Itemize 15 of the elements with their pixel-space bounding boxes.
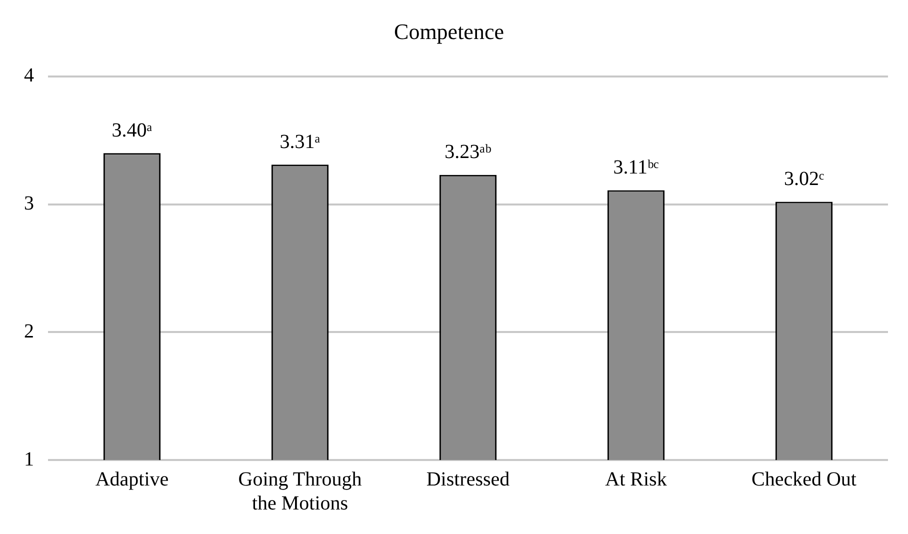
data-label: 3.11ᵇᶜ bbox=[613, 156, 659, 178]
x-tick-label: Checked Out bbox=[752, 468, 857, 490]
data-label: 3.31ᵃ bbox=[280, 130, 321, 153]
y-tick-label: 2 bbox=[24, 320, 34, 342]
chart-title: Competence bbox=[394, 18, 504, 44]
x-tick-label: Adaptive bbox=[95, 468, 169, 490]
y-tick-label: 3 bbox=[24, 192, 34, 215]
x-tick-label: Going Through the Motions bbox=[238, 468, 362, 514]
y-tick-label: 4 bbox=[24, 64, 34, 87]
data-label: 3.40ᵃ bbox=[112, 119, 153, 142]
x-tick-label: Distressed bbox=[426, 468, 510, 490]
data-label: 3.23ᵃᵇ bbox=[444, 141, 492, 164]
x-tick-label: At Risk bbox=[605, 468, 667, 490]
y-tick-label: 1 bbox=[24, 448, 34, 470]
data-label: 3.02ᶜ bbox=[784, 168, 824, 190]
